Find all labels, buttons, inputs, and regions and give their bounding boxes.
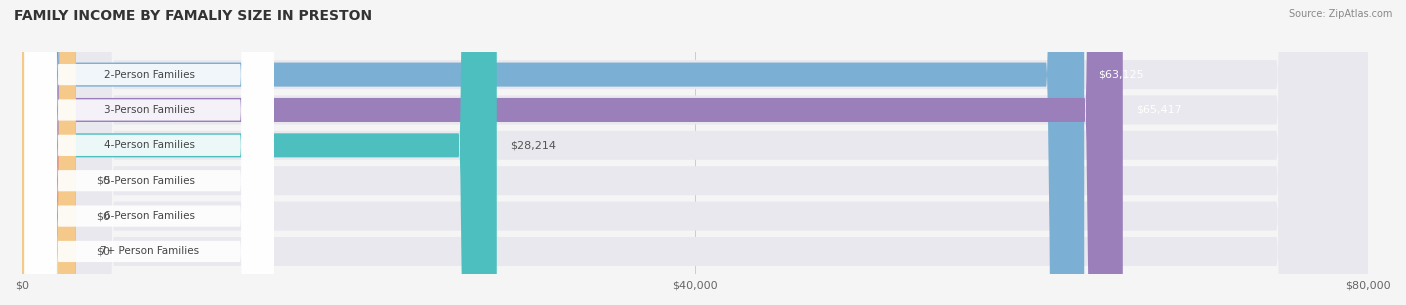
FancyBboxPatch shape (22, 0, 1084, 305)
Text: FAMILY INCOME BY FAMALIY SIZE IN PRESTON: FAMILY INCOME BY FAMALIY SIZE IN PRESTON (14, 9, 373, 23)
Text: $0: $0 (96, 246, 110, 257)
FancyBboxPatch shape (22, 0, 1368, 305)
FancyBboxPatch shape (22, 0, 1368, 305)
FancyBboxPatch shape (25, 0, 274, 305)
Text: Source: ZipAtlas.com: Source: ZipAtlas.com (1288, 9, 1392, 19)
FancyBboxPatch shape (25, 0, 274, 305)
Text: $0: $0 (96, 211, 110, 221)
FancyBboxPatch shape (25, 0, 274, 305)
FancyBboxPatch shape (22, 0, 1368, 305)
Text: $28,214: $28,214 (510, 140, 557, 150)
Text: 6-Person Families: 6-Person Families (104, 211, 195, 221)
FancyBboxPatch shape (22, 0, 1368, 305)
FancyBboxPatch shape (22, 0, 496, 305)
Text: $65,417: $65,417 (1136, 105, 1182, 115)
FancyBboxPatch shape (22, 0, 1368, 305)
FancyBboxPatch shape (22, 0, 76, 305)
FancyBboxPatch shape (25, 0, 274, 305)
FancyBboxPatch shape (25, 0, 274, 305)
Text: 5-Person Families: 5-Person Families (104, 176, 195, 186)
FancyBboxPatch shape (22, 0, 1123, 305)
FancyBboxPatch shape (22, 0, 1368, 305)
FancyBboxPatch shape (22, 0, 76, 305)
FancyBboxPatch shape (22, 0, 76, 305)
FancyBboxPatch shape (25, 0, 274, 305)
Text: $63,125: $63,125 (1098, 70, 1143, 80)
Text: 3-Person Families: 3-Person Families (104, 105, 195, 115)
Text: 2-Person Families: 2-Person Families (104, 70, 195, 80)
Text: 4-Person Families: 4-Person Families (104, 140, 195, 150)
Text: $0: $0 (96, 176, 110, 186)
Text: 7+ Person Families: 7+ Person Families (100, 246, 200, 257)
